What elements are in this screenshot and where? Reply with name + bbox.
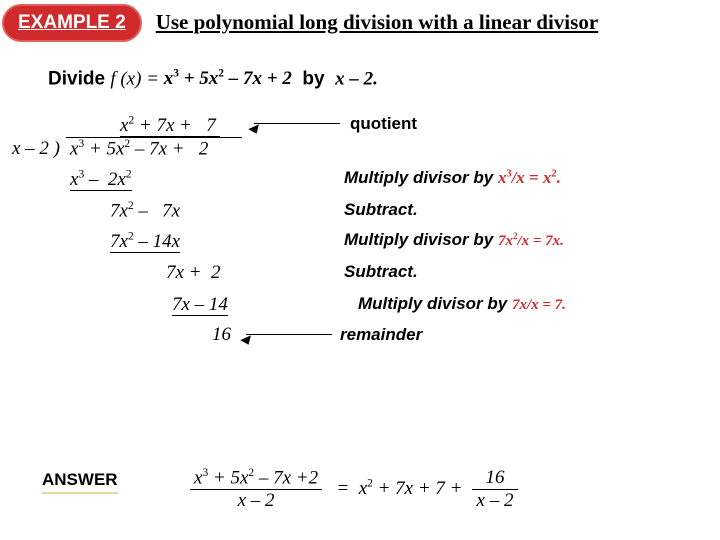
ann-sub2: Subtract. (344, 262, 418, 282)
step5: 7x – 14 (172, 294, 228, 316)
ann-mult2-math: 7x2/x = 7x. (498, 233, 564, 249)
fx: f (x) (110, 68, 141, 89)
quotient: x2 + 7x + 7 (120, 114, 220, 136)
arrow-quotient-head: ◂ (247, 117, 257, 140)
final-lhs: x3 + 5x2 – 7x +2 x – 2 (190, 467, 322, 512)
ann-mult3-math: 7x/x = 7. (512, 297, 566, 313)
ann-mult2-txt: Multiply divisor by (344, 230, 498, 249)
content: Divide f (x) = x3 + 5x2 – 7x + 2 by x – … (0, 44, 720, 414)
final-rfrac: 16 x – 2 (472, 467, 518, 512)
divisor: x – 2 ) (12, 138, 60, 160)
label-remainder: remainder (340, 325, 422, 345)
ann-mult3: Multiply divisor by 7x/x = 7. (358, 294, 566, 314)
dividend: x3 + 5x2 – 7x + 2 (70, 138, 208, 160)
step4: 7x + 2 (166, 262, 221, 284)
ann-sub1: Subtract. (344, 200, 418, 220)
final-rden: x – 2 (472, 490, 518, 512)
arrow-remainder-head: ◂ (239, 328, 249, 351)
arrow-quotient (254, 123, 340, 124)
final-mid: = x2 + 7x + 7 + (327, 478, 467, 499)
by: by (292, 68, 335, 89)
ann-mult2: Multiply divisor by 7x2/x = 7x. (344, 230, 564, 250)
step2: 7x2 – 7x (110, 200, 180, 222)
ann-mult1-math: x3/x = x2. (498, 168, 561, 187)
ann-mult1-txt: Multiply divisor by (344, 168, 498, 187)
arrow-remainder (246, 334, 332, 335)
answer-label: ANSWER (42, 470, 118, 494)
label-quotient: quotient (350, 114, 417, 134)
final-den: x – 2 (190, 490, 322, 512)
eq: = (141, 68, 163, 89)
header: EXAMPLE 2 Use polynomial long division w… (0, 0, 720, 44)
long-division-work: x2 + 7x + 7 ◂ quotient x – 2 ) x3 + 5x2 … (48, 114, 694, 414)
dividend-poly: x3 + 5x2 – 7x + 2 (164, 68, 292, 89)
remainder-val: 16 (212, 324, 231, 346)
step1: x3 – 2x2 (70, 168, 132, 190)
final-rnum: 16 (472, 467, 518, 490)
divisor-poly: x – 2. (335, 68, 378, 89)
txt-divide: Divide (48, 68, 110, 89)
final-num: x3 + 5x2 – 7x +2 (190, 467, 322, 490)
page-title: Use polynomial long division with a line… (156, 10, 598, 35)
problem-statement: Divide f (x) = x3 + 5x2 – 7x + 2 by x – … (48, 68, 694, 90)
ann-mult1: Multiply divisor by x3/x = x2. (344, 168, 561, 188)
example-badge: EXAMPLE 2 (2, 4, 142, 42)
ann-mult3-txt: Multiply divisor by (358, 294, 512, 313)
final-answer: x3 + 5x2 – 7x +2 x – 2 = x2 + 7x + 7 + 1… (190, 467, 518, 512)
step3: 7x2 – 14x (110, 230, 180, 252)
